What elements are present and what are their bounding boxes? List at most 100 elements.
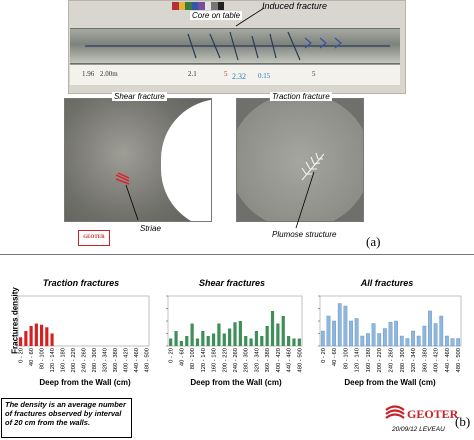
shear-bar <box>270 311 275 346</box>
shear-x-tick-label: 80 - 100 <box>190 348 196 369</box>
geoter-logo-icon <box>385 405 405 419</box>
all-bar <box>371 323 376 347</box>
tape-mark-3: 2.1 <box>188 70 197 78</box>
all-bar <box>337 303 342 347</box>
shear-bar <box>228 328 232 346</box>
traction-x-tick-label: 120 - 140 <box>50 348 56 373</box>
striae-pointer <box>125 184 139 221</box>
all-bar <box>394 320 399 347</box>
shear-x-tick-label: 0 - 20 <box>169 348 175 363</box>
plumose-pointer <box>295 171 315 229</box>
all-bar <box>456 338 461 347</box>
traction-bar <box>40 324 44 346</box>
all-chart-title: All fractures <box>360 278 414 288</box>
panel-a-label: (a) <box>366 234 381 249</box>
all-bar <box>343 305 348 347</box>
induced-fracture-arrow <box>235 7 265 27</box>
tape-mark-5: 2.32 <box>232 72 246 81</box>
shear-bar <box>233 322 237 346</box>
shear-x-tick-label: 120 - 140 <box>201 348 207 373</box>
geoter-logo: GEOTER 20/09/12 LEVEAU <box>384 404 458 436</box>
shear-bar <box>297 338 301 346</box>
shear-bar <box>222 333 226 346</box>
traction-bar <box>45 327 49 346</box>
tape-mark-7: 5 <box>312 70 316 78</box>
panel-divider <box>0 254 474 255</box>
traction-chart-title: Traction fractures <box>42 278 120 288</box>
shear-bar <box>190 323 194 346</box>
shear-bar <box>211 333 216 346</box>
shear-bar <box>206 336 210 346</box>
shear-x-tick-label: 280 - 300 <box>244 348 250 373</box>
density-note: The density is an average number of frac… <box>1 398 132 438</box>
shear-bar <box>201 331 205 346</box>
striae-label: Striae <box>140 224 161 233</box>
traction-x-tick-label: 280 - 300 <box>92 348 98 373</box>
all-bar <box>450 338 455 347</box>
traction-x-axis-label: Deep from the Wall (cm) <box>39 378 131 387</box>
shear-x-tick-label: 320 - 340 <box>254 348 260 373</box>
traction-fracture-photo <box>236 98 364 222</box>
all-bar <box>354 318 359 347</box>
traction-x-tick-label: 0 - 20 <box>19 348 25 363</box>
geoter-small-logo: GEOTER <box>78 230 110 246</box>
all-x-tick-label: 240 - 260 <box>389 348 395 373</box>
traction-x-tick-label: 440 - 460 <box>134 348 140 373</box>
traction-fracture-label: Traction fracture <box>270 92 332 101</box>
traction-bar <box>24 331 28 346</box>
shear-bar <box>179 341 184 346</box>
traction-x-tick-label: 160 - 180 <box>61 348 67 373</box>
plumose-structure-pattern <box>301 152 325 181</box>
shear-bar <box>286 336 291 346</box>
all-bar <box>377 333 382 347</box>
shear-bar <box>185 336 189 346</box>
shear-chart-title: Shear fractures <box>198 278 266 288</box>
traction-x-tick-label: 400 - 420 <box>123 348 129 373</box>
geoter-logo-text: GEOTER <box>407 407 459 421</box>
shear-bar <box>244 336 248 346</box>
all-x-tick-label: 160 - 180 <box>366 348 372 373</box>
shear-fractures-chart: 0 - 20 40 - 60 80 - 100 120 - 140 160 - 180 2… <box>166 295 303 373</box>
shear-bar <box>276 323 280 346</box>
all-bar <box>439 315 444 347</box>
traction-x-tick-label: 360 - 380 <box>113 348 119 373</box>
shear-x-tick-label: 160 - 180 <box>212 348 218 373</box>
all-bar <box>399 335 404 347</box>
all-bar <box>416 335 421 347</box>
plumose-structure-label: Plumose structure <box>272 230 337 239</box>
all-bar <box>382 328 387 347</box>
all-x-tick-label: 360 - 380 <box>422 348 428 373</box>
core-fracture-lines <box>85 31 390 61</box>
shear-fracture-label: Shear fracture <box>112 92 167 101</box>
all-bar <box>433 323 438 347</box>
shear-bar <box>169 338 173 346</box>
traction-bar <box>19 337 23 346</box>
shear-x-tick-label: 400 - 420 <box>276 348 282 373</box>
shear-x-tick-label: 480 - 500 <box>297 348 303 373</box>
all-bar <box>422 325 427 347</box>
induced-fracture-label: Induced fracture <box>262 1 328 11</box>
shear-bar <box>254 331 259 346</box>
tape-mark-1: 1.96 <box>82 70 95 78</box>
all-bar <box>360 335 365 347</box>
all-x-tick-label: 480 - 500 <box>456 348 462 373</box>
tape-mark-4: 5 <box>224 70 228 78</box>
panel-b-label: (b) <box>455 414 471 429</box>
shear-bar <box>217 323 221 346</box>
traction-x-tick-label: 40 - 60 <box>29 348 35 366</box>
traction-bar <box>50 333 54 346</box>
traction-x-tick-label: 80 - 100 <box>40 348 46 369</box>
shear-x-tick-label: 440 - 460 <box>287 348 293 373</box>
traction-bar <box>29 326 33 346</box>
all-x-tick-label: 80 - 100 <box>343 348 349 369</box>
all-bar <box>349 320 353 347</box>
tape-mark-6: 0.15 <box>258 72 271 80</box>
shear-x-tick-label: 240 - 260 <box>233 348 239 373</box>
all-bar <box>320 330 325 347</box>
striae-marker <box>115 172 130 185</box>
all-bar <box>411 330 415 347</box>
traction-x-tick-label: 480 - 500 <box>144 348 150 373</box>
all-bar <box>388 322 393 347</box>
all-x-tick-label: 120 - 140 <box>355 348 361 373</box>
shear-bar <box>238 321 242 346</box>
